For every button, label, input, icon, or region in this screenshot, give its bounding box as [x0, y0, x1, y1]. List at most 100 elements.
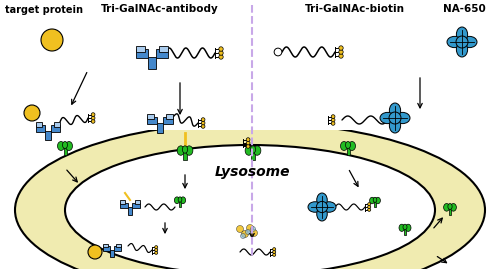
Bar [132, 203, 140, 208]
Circle shape [272, 253, 276, 256]
Ellipse shape [15, 122, 485, 269]
Ellipse shape [403, 224, 407, 230]
Circle shape [154, 249, 158, 252]
Ellipse shape [406, 224, 411, 231]
Ellipse shape [317, 207, 327, 221]
Bar [179, 201, 181, 207]
Circle shape [456, 36, 468, 48]
Circle shape [41, 29, 63, 51]
Circle shape [154, 251, 158, 254]
Bar [45, 131, 51, 140]
Text: target protein: target protein [5, 5, 83, 15]
Circle shape [236, 225, 244, 232]
Bar [448, 208, 452, 215]
Ellipse shape [462, 36, 477, 48]
Ellipse shape [250, 146, 256, 153]
Circle shape [316, 201, 328, 213]
Bar [120, 200, 125, 204]
Ellipse shape [182, 146, 188, 153]
Bar [36, 122, 43, 127]
Bar [136, 49, 148, 58]
Bar [110, 250, 114, 257]
Circle shape [331, 115, 335, 118]
Ellipse shape [447, 36, 462, 48]
Bar [346, 147, 350, 155]
Bar [166, 114, 173, 119]
Circle shape [250, 226, 256, 232]
Bar [114, 246, 121, 251]
Bar [374, 201, 376, 207]
Bar [252, 152, 254, 160]
Bar [136, 46, 145, 52]
Bar [120, 203, 128, 208]
Ellipse shape [66, 141, 72, 150]
Ellipse shape [317, 193, 327, 207]
Bar [184, 152, 186, 160]
Bar [156, 49, 168, 58]
Circle shape [246, 229, 250, 235]
Circle shape [339, 54, 343, 58]
Bar [159, 46, 168, 52]
Circle shape [242, 231, 248, 238]
Ellipse shape [254, 146, 261, 155]
Circle shape [274, 48, 282, 56]
Circle shape [201, 118, 205, 122]
Ellipse shape [348, 141, 356, 150]
Ellipse shape [62, 141, 68, 148]
Circle shape [154, 246, 158, 249]
Text: NA-650: NA-650 [442, 4, 486, 14]
Ellipse shape [180, 197, 186, 204]
Bar [103, 246, 110, 251]
Circle shape [339, 50, 343, 54]
Ellipse shape [390, 103, 400, 118]
Circle shape [331, 122, 335, 125]
Circle shape [246, 144, 250, 148]
Circle shape [368, 208, 370, 211]
Ellipse shape [456, 42, 468, 57]
Bar [163, 117, 173, 124]
Bar [0, 0, 500, 130]
Circle shape [88, 245, 102, 259]
Circle shape [368, 206, 370, 208]
Bar [135, 200, 140, 204]
Ellipse shape [373, 197, 377, 202]
Circle shape [246, 225, 254, 232]
Circle shape [91, 116, 95, 120]
Ellipse shape [58, 141, 64, 150]
Circle shape [368, 203, 370, 206]
Circle shape [272, 248, 276, 251]
Ellipse shape [340, 141, 347, 150]
Circle shape [240, 233, 246, 239]
Bar [148, 56, 156, 69]
Ellipse shape [186, 146, 193, 155]
Circle shape [389, 112, 401, 124]
Ellipse shape [174, 197, 180, 204]
Ellipse shape [177, 146, 184, 155]
Ellipse shape [346, 141, 350, 148]
Text: Tri-GalNAc-biotin: Tri-GalNAc-biotin [305, 4, 405, 14]
Bar [404, 229, 406, 235]
Bar [147, 114, 154, 119]
Bar [103, 244, 108, 247]
Ellipse shape [390, 118, 400, 133]
Ellipse shape [448, 204, 452, 210]
Ellipse shape [395, 112, 410, 124]
Ellipse shape [370, 197, 374, 204]
Bar [51, 125, 60, 132]
Ellipse shape [322, 202, 336, 212]
Ellipse shape [450, 204, 456, 211]
Ellipse shape [178, 197, 182, 202]
Text: Lysosome: Lysosome [214, 165, 290, 179]
Ellipse shape [245, 146, 252, 155]
Circle shape [272, 250, 276, 254]
Text: Tri-GalNAc-antibody: Tri-GalNAc-antibody [101, 4, 219, 14]
Ellipse shape [65, 145, 435, 269]
Circle shape [91, 119, 95, 123]
Circle shape [246, 141, 250, 145]
Bar [128, 207, 132, 215]
Ellipse shape [456, 27, 468, 42]
Ellipse shape [399, 224, 404, 231]
Circle shape [331, 118, 335, 122]
Circle shape [250, 229, 258, 236]
Circle shape [91, 113, 95, 116]
